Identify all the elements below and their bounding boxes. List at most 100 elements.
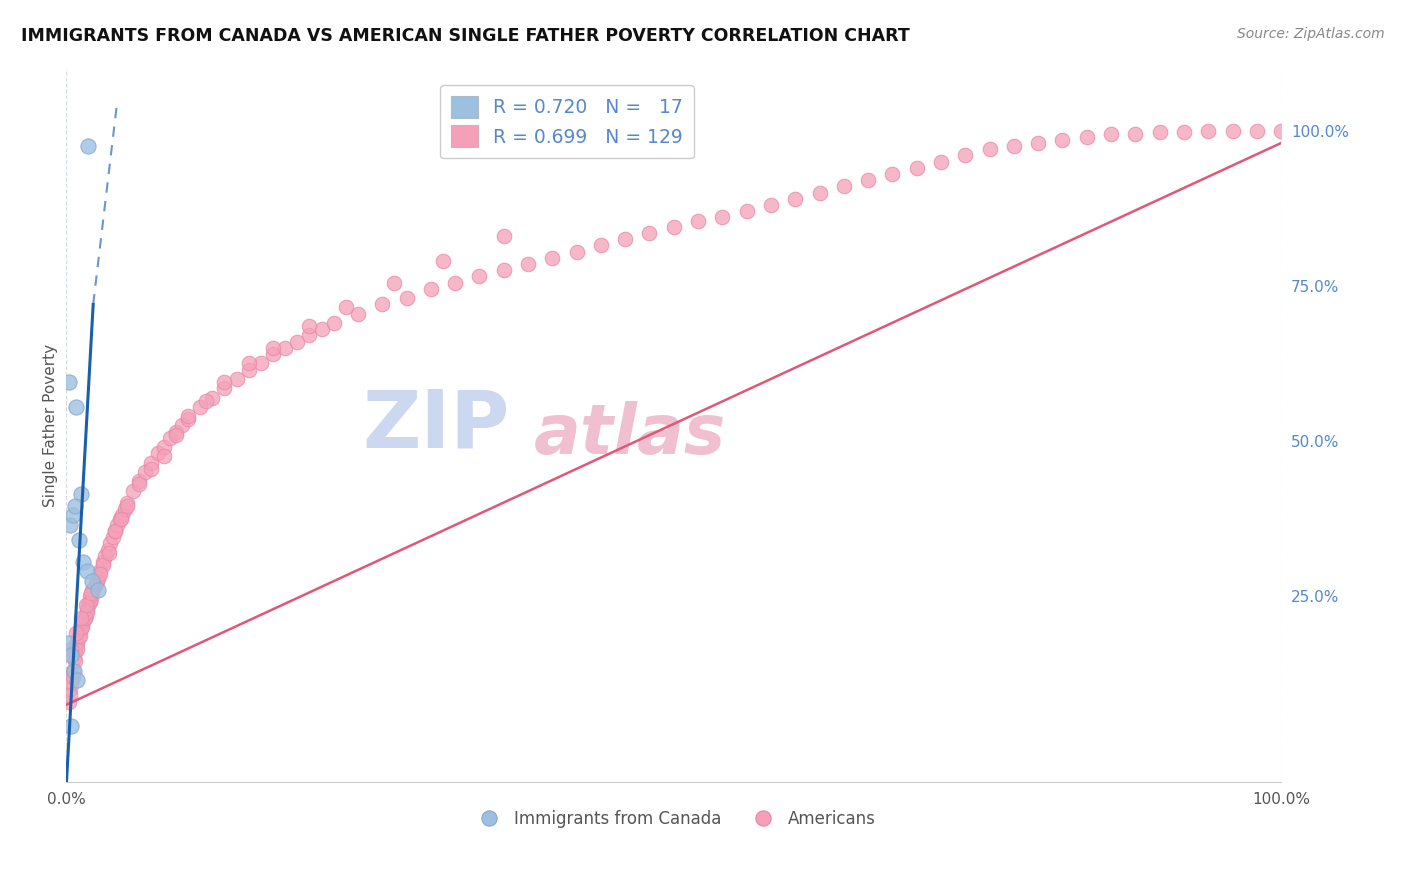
Point — [65, 400, 87, 414]
Point — [59, 682, 82, 697]
Point — [80, 592, 103, 607]
Point — [214, 381, 236, 395]
Point — [62, 670, 84, 684]
Point — [214, 375, 236, 389]
Point — [59, 689, 82, 703]
Point — [67, 533, 90, 548]
Point — [517, 257, 540, 271]
Point — [80, 582, 103, 597]
Point — [79, 589, 101, 603]
Point — [80, 586, 103, 600]
Point — [60, 648, 83, 662]
Point — [785, 192, 807, 206]
Point — [262, 347, 284, 361]
Point — [262, 341, 284, 355]
Point — [87, 570, 110, 584]
Point — [82, 582, 104, 597]
Point — [759, 198, 782, 212]
Point — [67, 630, 90, 644]
Point — [395, 291, 418, 305]
Point — [735, 204, 758, 219]
Point — [274, 341, 297, 355]
Point — [832, 179, 855, 194]
Point — [347, 307, 370, 321]
Point — [1270, 123, 1292, 137]
Text: IMMIGRANTS FROM CANADA VS AMERICAN SINGLE FATHER POVERTY CORRELATION CHART: IMMIGRANTS FROM CANADA VS AMERICAN SINGL… — [21, 27, 910, 45]
Point — [298, 319, 321, 334]
Point — [152, 440, 174, 454]
Point — [77, 599, 100, 613]
Point — [101, 530, 124, 544]
Point — [63, 499, 86, 513]
Point — [89, 564, 111, 578]
Point — [76, 564, 98, 578]
Point — [238, 356, 260, 370]
Point — [1222, 123, 1244, 137]
Point — [87, 582, 110, 597]
Point — [146, 446, 169, 460]
Point — [201, 391, 224, 405]
Point — [80, 574, 103, 588]
Point — [108, 511, 131, 525]
Point — [62, 508, 84, 523]
Point — [955, 148, 977, 162]
Point — [322, 316, 344, 330]
Point — [58, 375, 80, 389]
Point — [1026, 136, 1049, 150]
Point — [541, 251, 564, 265]
Point — [110, 511, 132, 525]
Point — [104, 524, 127, 538]
Point — [59, 517, 82, 532]
Point — [905, 161, 928, 175]
Point — [72, 555, 94, 569]
Point — [1052, 133, 1074, 147]
Legend: Immigrants from Canada, Americans: Immigrants from Canada, Americans — [465, 804, 882, 835]
Point — [177, 412, 200, 426]
Point — [89, 567, 111, 582]
Point — [285, 334, 308, 349]
Point — [1173, 125, 1195, 139]
Point — [195, 393, 218, 408]
Point — [638, 226, 661, 240]
Point — [66, 673, 89, 687]
Point — [808, 186, 831, 200]
Point — [311, 322, 333, 336]
Text: Source: ZipAtlas.com: Source: ZipAtlas.com — [1237, 27, 1385, 41]
Point — [152, 450, 174, 464]
Point — [249, 356, 271, 370]
Point — [91, 558, 114, 573]
Point — [73, 611, 96, 625]
Point — [104, 524, 127, 538]
Point — [73, 611, 96, 625]
Point — [62, 664, 84, 678]
Point — [66, 636, 89, 650]
Point — [1002, 139, 1025, 153]
Point — [298, 328, 321, 343]
Point — [492, 229, 515, 244]
Point — [238, 362, 260, 376]
Point — [60, 676, 83, 690]
Point — [86, 574, 108, 588]
Point — [384, 276, 406, 290]
Point — [929, 154, 952, 169]
Point — [444, 276, 467, 290]
Point — [58, 695, 80, 709]
Point — [70, 611, 93, 625]
Text: atlas: atlas — [534, 401, 727, 468]
Point — [711, 211, 734, 225]
Point — [107, 517, 129, 532]
Point — [371, 297, 394, 311]
Point — [170, 418, 193, 433]
Point — [589, 238, 612, 252]
Point — [122, 483, 145, 498]
Point — [1099, 127, 1122, 141]
Point — [188, 400, 211, 414]
Point — [225, 372, 247, 386]
Point — [70, 617, 93, 632]
Point — [1149, 125, 1171, 139]
Point — [91, 555, 114, 569]
Point — [115, 496, 138, 510]
Point — [114, 502, 136, 516]
Point — [128, 475, 150, 489]
Point — [1246, 123, 1268, 137]
